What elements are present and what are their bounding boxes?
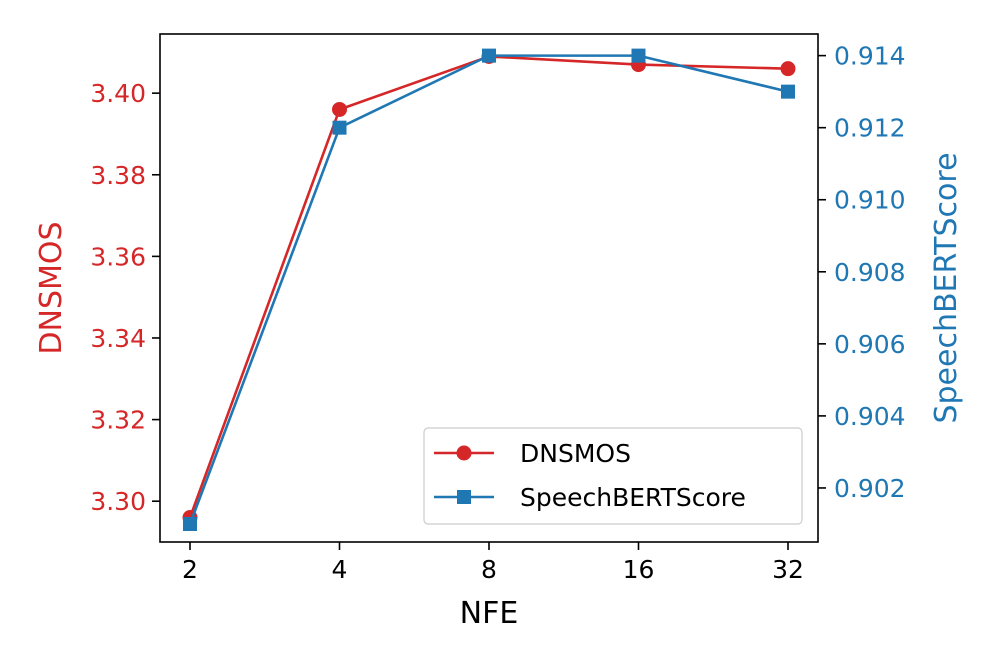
point-speechbertscore-4 bbox=[332, 120, 347, 135]
legend-label-dnsmos: DNSMOS bbox=[520, 439, 631, 468]
left-y-axis-title: DNSMOS bbox=[34, 221, 69, 354]
left-tick-label-4: 3.38 bbox=[90, 161, 146, 190]
legend-label-speechbertscore: SpeechBERTScore bbox=[520, 483, 746, 512]
x-axis: 2 4 8 16 32 bbox=[182, 542, 804, 584]
x-axis-title: NFE bbox=[460, 596, 519, 631]
left-tick-label-5: 3.40 bbox=[90, 79, 146, 108]
left-tick-label-1: 3.32 bbox=[90, 406, 146, 435]
point-dnsmos-4 bbox=[332, 101, 347, 117]
left-tick-label-2: 3.34 bbox=[90, 324, 146, 353]
left-y-axis: 3.30 3.32 3.34 3.36 3.38 3.40 bbox=[90, 79, 160, 516]
right-tick-label-2: 0.906 bbox=[834, 330, 906, 359]
legend-box bbox=[423, 427, 803, 525]
right-tick-label-1: 0.904 bbox=[834, 402, 906, 431]
right-tick-label-5: 0.912 bbox=[834, 114, 906, 143]
right-tick-label-0: 0.902 bbox=[834, 474, 906, 503]
x-tick-label-32: 32 bbox=[772, 555, 804, 584]
point-speechbertscore-8 bbox=[482, 48, 496, 63]
x-tick-label-4: 4 bbox=[332, 555, 348, 584]
legend-marker-speechbertscore bbox=[457, 490, 471, 504]
right-y-axis: 0.902 0.904 0.906 0.908 0.910 0.912 0.914 bbox=[818, 42, 906, 503]
x-tick-label-16: 16 bbox=[623, 555, 655, 584]
left-tick-label-3: 3.36 bbox=[90, 242, 146, 271]
x-tick-label-2: 2 bbox=[182, 555, 198, 584]
point-dnsmos-32 bbox=[780, 61, 796, 77]
legend-marker-dnsmos bbox=[456, 445, 472, 461]
point-speechbertscore-16 bbox=[631, 48, 646, 63]
right-y-axis-title: SpeechBERTScore bbox=[929, 152, 964, 423]
x-tick-label-8: 8 bbox=[481, 555, 497, 584]
legend: DNSMOS SpeechBERTScore bbox=[423, 427, 803, 525]
right-tick-label-6: 0.914 bbox=[834, 42, 906, 71]
point-speechbertscore-2 bbox=[183, 516, 197, 531]
right-tick-label-3: 0.908 bbox=[834, 258, 906, 287]
left-tick-label-0: 3.30 bbox=[90, 487, 146, 516]
point-speechbertscore-32 bbox=[781, 84, 795, 99]
right-tick-label-4: 0.910 bbox=[834, 186, 906, 215]
series-layer bbox=[182, 48, 796, 531]
